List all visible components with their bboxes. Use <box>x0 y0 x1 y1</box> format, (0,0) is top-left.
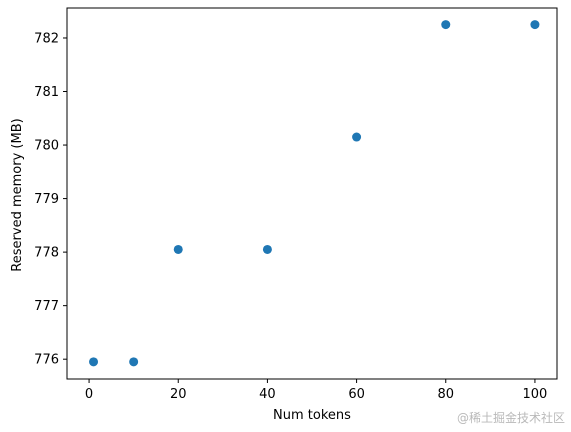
x-tick-label: 80 <box>437 387 454 402</box>
x-tick-label: 60 <box>348 387 365 402</box>
data-point <box>173 244 183 254</box>
y-axis-label: Reserved memory (MB) <box>10 118 25 271</box>
plot-area: 0 20 40 60 80 100 776 777 778 779 780 781 782 <box>34 7 558 402</box>
x-tick-label: 40 <box>259 387 276 402</box>
x-axis-label: Num tokens <box>273 408 351 423</box>
data-point <box>129 357 139 367</box>
y-tick-label: 776 <box>34 353 59 368</box>
plot-frame <box>66 7 558 380</box>
data-point <box>352 132 362 142</box>
y-tick-label: 782 <box>34 31 59 46</box>
y-tick-label: 780 <box>34 139 59 154</box>
y-tick-label: 777 <box>34 299 59 314</box>
data-point <box>530 20 540 30</box>
data-point <box>441 20 451 30</box>
y-tick-label: 781 <box>34 85 59 100</box>
x-tick-label: 100 <box>523 387 548 402</box>
x-tick-label: 0 <box>85 387 93 402</box>
data-point <box>89 357 99 367</box>
y-tick-label: 778 <box>34 246 59 261</box>
watermark-text: @稀土掘金技术社区 <box>456 411 565 425</box>
data-point <box>262 244 272 254</box>
y-tick-label: 779 <box>34 192 59 207</box>
x-tick-label: 20 <box>170 387 187 402</box>
